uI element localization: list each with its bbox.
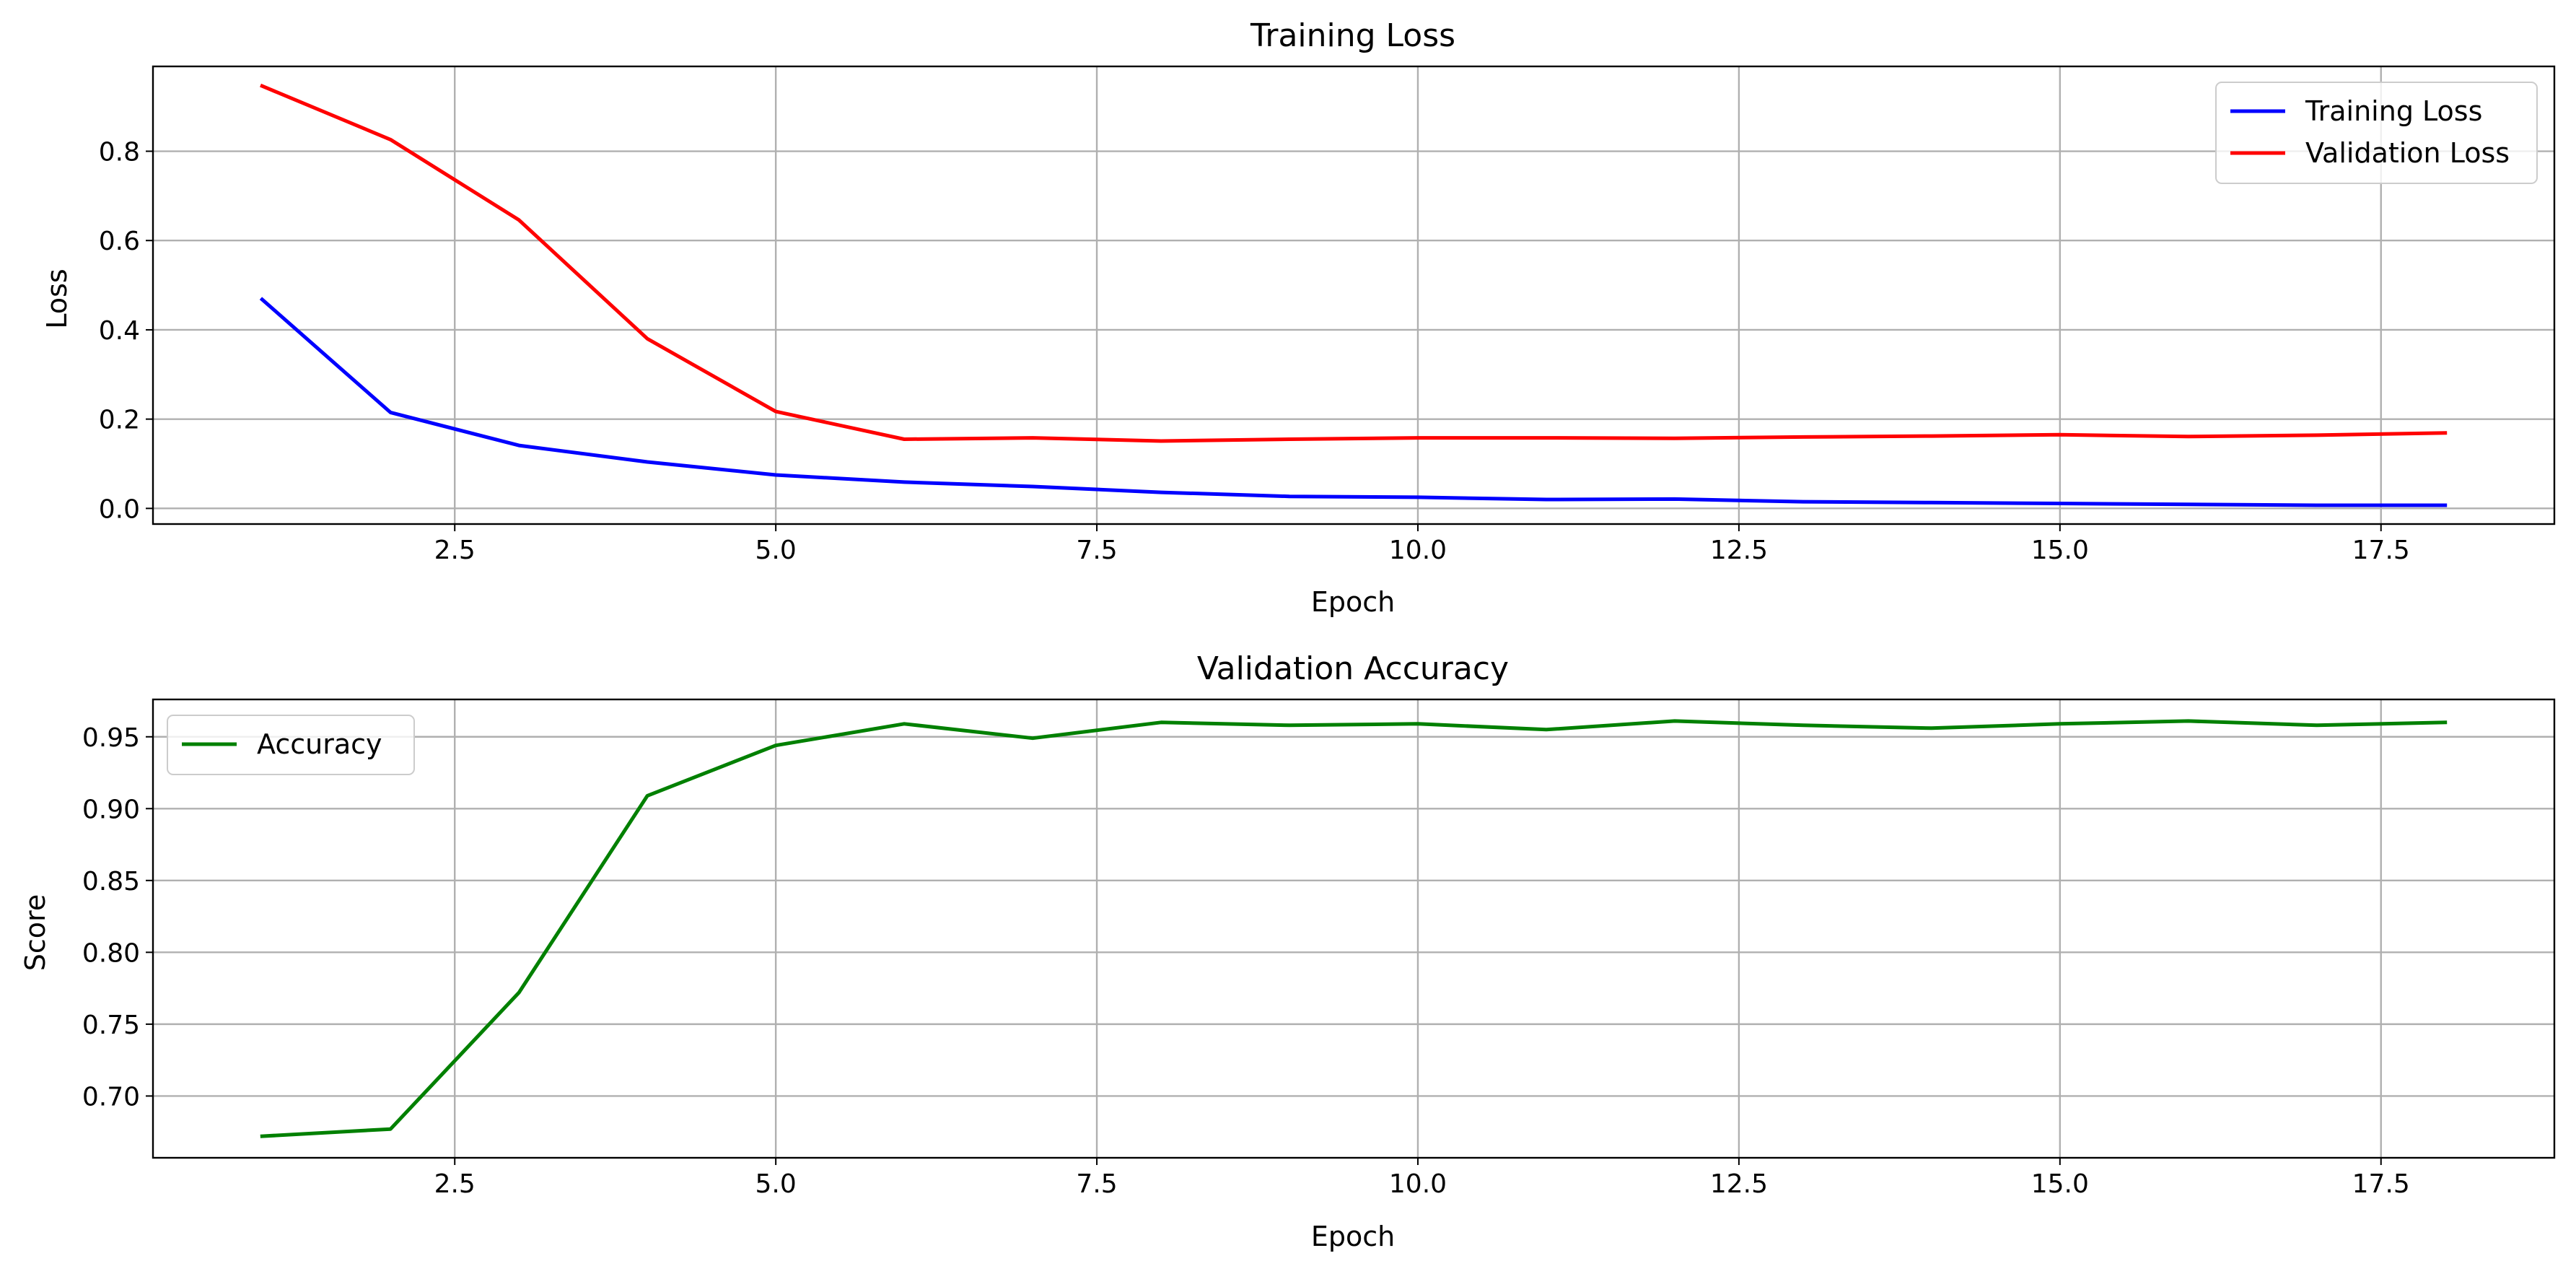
x-tick-label: 7.5: [1076, 1169, 1117, 1199]
chart-title: Validation Accuracy: [1197, 650, 1509, 687]
x-axis-label: Epoch: [1311, 1221, 1395, 1252]
x-tick-label: 12.5: [1710, 1169, 1768, 1199]
y-tick-label: 0.80: [82, 938, 140, 968]
legend-box: [167, 715, 415, 775]
y-axis-label: Score: [19, 894, 51, 971]
validation-accuracy-chart: Validation Accuracy 2.5 5.0 7.5 10.0 12.5 15.…: [19, 650, 2556, 1252]
y-axis-label: Loss: [41, 269, 73, 328]
chart-title: Training Loss: [1250, 17, 1455, 54]
y-tick-label: 0.0: [99, 494, 140, 524]
y-tick-label: 0.95: [82, 723, 140, 753]
x-tick-label: 2.5: [434, 1169, 476, 1199]
plot-border: [152, 65, 2556, 525]
x-tick-label: 10.0: [1389, 1169, 1447, 1199]
legend: Accuracy: [167, 715, 415, 775]
grid-lines: [153, 699, 2554, 1158]
legend-label: Accuracy: [257, 728, 382, 760]
grid-lines: [153, 66, 2554, 524]
x-tick-label: 17.5: [2352, 536, 2410, 565]
plot-border: [152, 698, 2556, 1159]
x-tick-label: 12.5: [1710, 536, 1768, 565]
x-tick-label: 10.0: [1389, 536, 1447, 565]
training-loss-chart: Training Loss 2.5 5.0 7.5 10.0 12.5 15.0 17.5 0…: [41, 17, 2556, 618]
x-tick-label: 5.0: [755, 536, 797, 565]
legend-label: Validation Loss: [2305, 137, 2510, 169]
x-tick-label: 15.0: [2031, 536, 2089, 565]
x-tick-label: 5.0: [755, 1169, 797, 1199]
legend-box: [2215, 82, 2538, 184]
y-tick-label: 0.6: [99, 227, 140, 256]
axis-ticks: 2.5 5.0 7.5 10.0 12.5 15.0 17.5 0.70 0.75 0.80 0.8…: [82, 723, 2410, 1199]
y-tick-label: 0.2: [99, 406, 140, 435]
series-lines: [259, 83, 2448, 507]
axis-ticks: 2.5 5.0 7.5 10.0 12.5 15.0 17.5 0.0 0.2 0.4 0.6 0.8: [99, 138, 2410, 565]
training-loss-line: [259, 297, 2448, 507]
x-tick-label: 2.5: [434, 536, 476, 565]
y-tick-label: 0.70: [82, 1082, 140, 1112]
x-tick-label: 7.5: [1076, 536, 1117, 565]
y-tick-label: 0.85: [82, 867, 140, 896]
series-lines: [260, 719, 2448, 1138]
accuracy-line: [260, 719, 2448, 1138]
y-tick-label: 0.8: [99, 138, 140, 167]
y-tick-label: 0.90: [82, 795, 140, 824]
y-tick-label: 0.75: [82, 1011, 140, 1040]
plot-frame: [152, 65, 2556, 525]
plot-frame: [152, 698, 2556, 1159]
x-axis-label: Epoch: [1311, 586, 1395, 618]
x-tick-label: 15.0: [2031, 1169, 2089, 1199]
y-tick-label: 0.4: [99, 316, 140, 346]
legend: Training Loss Validation Loss: [2215, 82, 2538, 184]
validation-loss-line: [260, 83, 2448, 443]
x-tick-label: 17.5: [2352, 1169, 2410, 1199]
legend-label: Training Loss: [2305, 95, 2482, 127]
